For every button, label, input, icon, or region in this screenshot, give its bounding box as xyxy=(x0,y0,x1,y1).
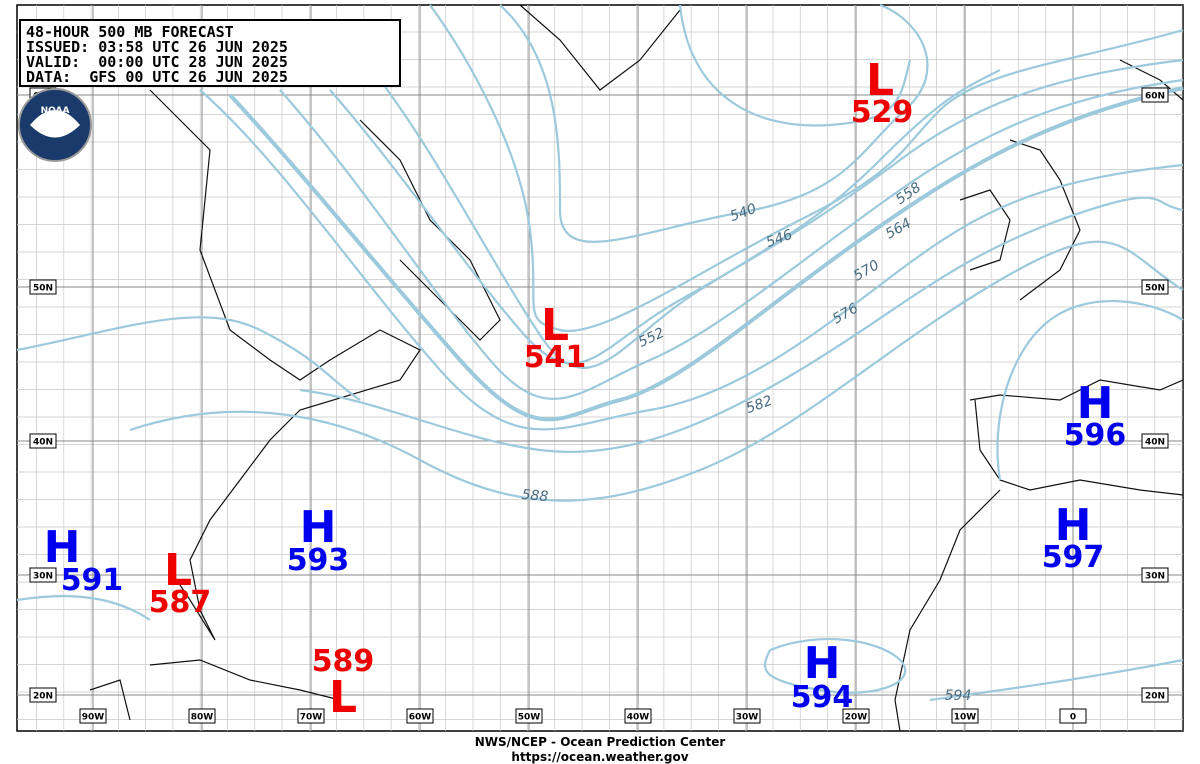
footer-agency: NWS/NCEP - Ocean Prediction Center xyxy=(475,735,726,749)
label-box xyxy=(1141,87,1169,103)
coordinate-label: 50N xyxy=(33,284,53,294)
label-box xyxy=(29,567,57,583)
coordinate-label: 20N xyxy=(1145,692,1165,702)
coordinate-label: 30W xyxy=(736,713,759,723)
coordinate-label: 40N xyxy=(33,438,53,448)
coordinate-label: 20N xyxy=(33,692,53,702)
noaa-logo-text: NOAA xyxy=(41,106,70,116)
center-symbol: L xyxy=(541,300,569,351)
contour xyxy=(379,69,1001,369)
center-value: 596 xyxy=(1064,418,1127,453)
label-box xyxy=(1141,279,1169,295)
coordinate-label: 30N xyxy=(33,572,53,582)
grid xyxy=(17,5,1183,731)
center-symbol: H xyxy=(1077,378,1114,429)
label-box xyxy=(515,708,543,724)
label-box xyxy=(406,708,434,724)
center-symbol: L xyxy=(329,672,357,723)
center-value: 529 xyxy=(851,95,914,130)
noaa-logo-bird xyxy=(30,110,80,138)
coordinate-label: 90W xyxy=(82,713,105,723)
coordinate-label: 10W xyxy=(954,713,977,723)
contour xyxy=(16,299,1184,621)
contour xyxy=(299,196,1184,453)
label-box xyxy=(29,687,57,703)
coastline xyxy=(89,659,341,721)
footer-url: https://ocean.weather.gov xyxy=(511,750,688,764)
coordinate-label: 20W xyxy=(845,713,868,723)
coastline xyxy=(894,379,1184,732)
label-box xyxy=(297,708,325,724)
center-value: 541 xyxy=(524,340,587,375)
coastline xyxy=(519,4,681,91)
contour xyxy=(678,4,912,127)
center-symbol: H xyxy=(44,522,81,573)
contour xyxy=(279,78,1184,400)
header-box xyxy=(19,19,401,87)
center-symbol: L xyxy=(164,545,192,596)
header-line: VALID: 00:00 UTC 28 JUN 2025 xyxy=(26,53,288,71)
center-symbol: H xyxy=(1055,500,1092,551)
coordinate-label: 30N xyxy=(1145,572,1165,582)
label-box xyxy=(1141,567,1169,583)
label-box xyxy=(29,279,57,295)
coordinate-label: 60N xyxy=(1145,92,1165,102)
label-box xyxy=(79,708,107,724)
coordinate-label: 0 xyxy=(1070,713,1076,723)
contour-label: 594 xyxy=(945,688,972,704)
coordinate-label: 50N xyxy=(1145,284,1165,294)
label-box xyxy=(733,708,761,724)
label-box xyxy=(1141,433,1169,449)
coordinate-label: 40W xyxy=(627,713,650,723)
header-line: ISSUED: 03:58 UTC 26 JUN 2025 xyxy=(26,38,288,56)
coastline xyxy=(149,89,421,641)
label-box xyxy=(1059,708,1087,724)
coordinate-label: 40N xyxy=(1145,438,1165,448)
header-line: DATA: GFS 00 UTC 26 JUN 2025 xyxy=(26,68,288,86)
contour xyxy=(329,58,1184,365)
map-frame xyxy=(16,4,1184,732)
contour xyxy=(16,316,361,401)
center-value: 593 xyxy=(287,543,350,578)
coordinate-label: 60W xyxy=(409,713,432,723)
contour xyxy=(129,240,1184,502)
contour-label: 588 xyxy=(521,487,549,505)
label-box xyxy=(842,708,870,724)
label-box xyxy=(951,708,979,724)
contours xyxy=(16,3,1184,702)
contour xyxy=(429,4,1184,333)
coordinate-label: 80W xyxy=(191,713,214,723)
center-value: 591 xyxy=(61,563,124,598)
label-box xyxy=(188,708,216,724)
header-line: 48-HOUR 500 MB FORECAST xyxy=(26,23,234,41)
contour xyxy=(228,86,1184,422)
center-symbol: L xyxy=(866,55,894,106)
coordinate-label: 70W xyxy=(300,713,323,723)
center-value: 589 xyxy=(312,644,375,679)
coordinate-label: 50W xyxy=(518,713,541,723)
label-box xyxy=(624,708,652,724)
center-symbol: H xyxy=(804,638,841,689)
center-value: 597 xyxy=(1042,540,1105,575)
center-value: 587 xyxy=(149,585,212,620)
labels: 60N60N50N50N40N40N30N30N20N20N90W80W70W6… xyxy=(29,55,1169,724)
contour xyxy=(763,638,1184,702)
center-value: 594 xyxy=(791,680,854,715)
coastlines xyxy=(89,4,1184,732)
label-box xyxy=(29,433,57,449)
label-box xyxy=(1141,687,1169,703)
center-symbol: H xyxy=(300,502,337,553)
contour xyxy=(499,3,929,243)
contour xyxy=(199,89,1184,431)
